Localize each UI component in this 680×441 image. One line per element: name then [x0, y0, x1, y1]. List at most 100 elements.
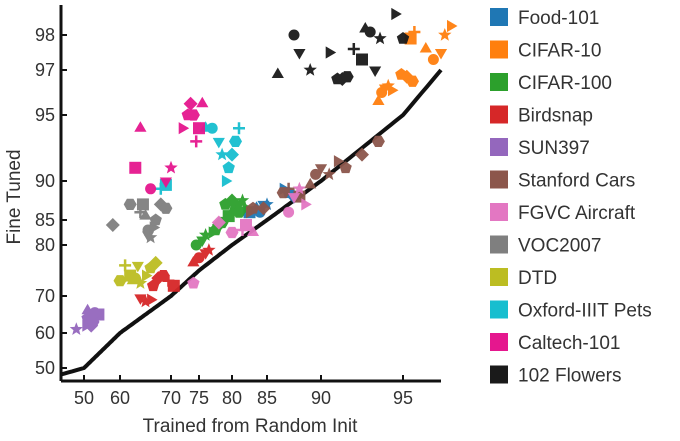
legend-item: FGVC Aircraft: [490, 203, 636, 224]
data-point: [406, 75, 419, 87]
data-point: [139, 209, 152, 220]
legend-item: CIFAR-100: [490, 73, 612, 94]
legend-label: VOC2007: [518, 236, 601, 257]
data-point: [246, 225, 260, 236]
data-point: [221, 174, 233, 188]
data-point: [131, 261, 144, 273]
legend-item: CIFAR-10: [490, 40, 601, 62]
data-point: [260, 197, 274, 211]
data-point: [288, 29, 300, 41]
x-tick-label: 70: [161, 388, 181, 408]
data-point: [145, 183, 157, 195]
data-point: [183, 96, 198, 111]
plot-area: [60, 7, 458, 377]
legend-label: SUN397: [518, 138, 590, 159]
data-point: [371, 135, 385, 147]
data-point: [147, 293, 158, 306]
data-point: [123, 198, 137, 210]
data-point: [156, 270, 170, 282]
data-point: [198, 228, 213, 241]
legend-label: DTD: [518, 268, 557, 289]
legend-item: Oxford-IIIT Pets: [490, 300, 652, 322]
legend-swatch: [490, 8, 508, 26]
legend-item: Stanford Cars: [490, 170, 635, 192]
data-point: [235, 193, 250, 207]
series-stanford-cars: [246, 135, 385, 219]
series-102-flowers: [271, 7, 410, 86]
data-point: [190, 239, 202, 251]
data-point: [225, 193, 239, 208]
data-point: [178, 122, 190, 135]
x-tick-label: 60: [110, 388, 130, 408]
data-point: [391, 7, 402, 21]
data-point: [233, 122, 245, 135]
legend-swatch: [490, 40, 508, 59]
legend-label: 102 Flowers: [518, 366, 622, 387]
legend-swatch: [490, 170, 508, 189]
y-axis-label: Fine Tuned: [4, 149, 25, 244]
legend-label: Stanford Cars: [518, 171, 635, 192]
data-point: [196, 236, 209, 247]
data-point: [186, 109, 200, 121]
data-point: [356, 53, 368, 66]
data-point: [303, 63, 317, 76]
data-point: [193, 252, 205, 264]
data-point: [396, 32, 410, 44]
legend-swatch: [490, 268, 508, 286]
x-tick-label: 85: [257, 388, 277, 408]
legend-label: CIFAR-100: [518, 73, 612, 94]
x-axis: 50 60 70 75 80 85 90 95: [61, 375, 441, 408]
y-tick-label: 80: [35, 235, 55, 255]
data-point: [283, 206, 295, 218]
data-point: [355, 147, 369, 162]
series-birdsnap: [134, 243, 216, 308]
legend-swatch: [490, 235, 508, 254]
data-point: [113, 275, 127, 287]
data-point: [325, 46, 337, 59]
data-point: [202, 243, 216, 256]
data-point: [301, 198, 312, 211]
data-point: [129, 161, 142, 174]
data-point: [212, 137, 225, 149]
data-point: [372, 94, 385, 105]
data-point: [333, 155, 345, 168]
data-point: [142, 269, 153, 282]
legend-item: DTD: [490, 268, 557, 289]
data-point: [187, 255, 200, 267]
y-tick-label: 97: [35, 60, 55, 80]
data-point: [339, 161, 352, 174]
data-point: [427, 54, 439, 65]
data-point: [293, 49, 306, 60]
legend-label: Food-101: [518, 8, 599, 29]
legend-item: Food-101: [490, 8, 599, 29]
data-point: [134, 121, 147, 132]
legend-item: Caltech-101: [490, 333, 620, 354]
y-tick-label: 85: [35, 210, 55, 230]
data-point: [438, 28, 452, 41]
legend-swatch: [490, 333, 508, 351]
data-point: [225, 226, 239, 239]
data-point: [282, 182, 295, 195]
data-point: [364, 26, 376, 38]
series-sun397: [69, 303, 105, 335]
legend-item: VOC2007: [490, 235, 601, 257]
data-point: [232, 206, 246, 218]
data-point: [138, 294, 153, 308]
y-tick-label: 70: [35, 286, 55, 306]
x-tick-label: 90: [311, 388, 331, 408]
data-point: [193, 122, 205, 135]
series-cifar-100: [190, 193, 253, 251]
data-point: [105, 218, 120, 232]
series-fgvc-aircraft: [187, 181, 312, 289]
y-tick-label: 50: [35, 358, 55, 378]
x-tick-label: 95: [393, 388, 413, 408]
data-point: [148, 255, 163, 270]
legend-item: SUN397: [490, 138, 590, 159]
x-tick-label: 80: [222, 388, 242, 408]
data-point: [256, 201, 271, 216]
legend-swatch: [490, 365, 508, 384]
data-point: [136, 198, 149, 211]
data-point: [340, 71, 354, 83]
y-tick-label: 98: [35, 25, 55, 45]
